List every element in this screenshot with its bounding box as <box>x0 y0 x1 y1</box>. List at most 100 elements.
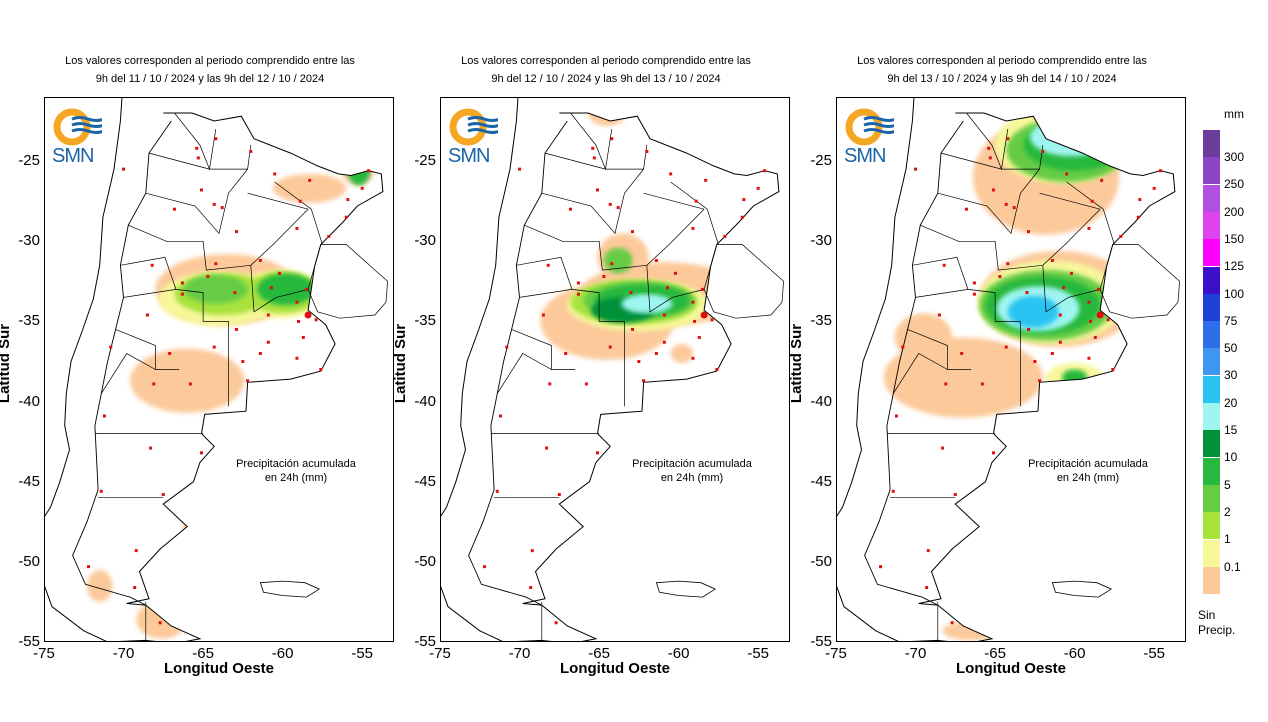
caption-line1: Precipitación acumulada <box>236 458 356 470</box>
y-axis-label: Latitud Sur <box>788 323 806 404</box>
station-marker <box>266 313 270 317</box>
precip-map <box>836 97 1180 642</box>
station-marker <box>1025 291 1029 295</box>
station-marker <box>554 621 558 625</box>
y-axis-label: Latitud Sur <box>392 323 410 404</box>
legend-color-swatch <box>1203 512 1220 540</box>
station-marker <box>214 262 218 266</box>
station-marker <box>926 549 930 553</box>
station-marker <box>1065 172 1069 176</box>
station-marker <box>642 379 646 383</box>
smn-logo-text: SMN <box>448 145 490 167</box>
map-panel-1: Los valores corresponden al periodo comp… <box>0 0 400 722</box>
province-border <box>912 256 1021 407</box>
smn-logo-icon <box>845 108 897 146</box>
precip-area <box>894 313 953 362</box>
station-marker <box>654 259 658 262</box>
precip-caption: Precipitación acumulada en 24h (mm) <box>226 457 366 485</box>
smn-logo-text: SMN <box>52 145 94 167</box>
station-marker <box>1062 286 1065 290</box>
station-marker <box>1038 379 1042 383</box>
station-marker <box>1027 327 1030 331</box>
station-marker <box>894 414 898 418</box>
station-marker <box>546 263 550 267</box>
station-marker <box>691 300 695 304</box>
precip-map <box>440 97 784 642</box>
legend-color-swatch <box>1203 403 1220 430</box>
malvinas-island <box>655 580 717 598</box>
station-marker <box>1087 356 1091 360</box>
station-marker <box>150 263 154 267</box>
station-marker <box>1050 259 1054 262</box>
province-border <box>123 289 177 298</box>
province-border <box>915 289 969 298</box>
panel-title-line2: 9h del 11 / 10 / 2024 y las 9h del 12 / … <box>95 73 325 85</box>
precip-caption: Precipitación acumulada en 24h (mm) <box>1018 457 1158 485</box>
province-border <box>128 208 309 271</box>
x-axis-label: Longitud Oeste <box>164 660 274 677</box>
station-marker <box>891 489 895 493</box>
station-marker <box>297 319 301 323</box>
legend-color-swatch <box>1203 539 1220 567</box>
legend-level-label: 200 <box>1224 204 1245 219</box>
station-marker <box>972 292 976 296</box>
station-marker <box>200 188 203 192</box>
station-marker <box>666 286 669 290</box>
station-marker <box>1004 202 1008 206</box>
legend-no-precip-line2: Precip. <box>1198 623 1236 637</box>
station-marker <box>180 292 184 296</box>
station-marker <box>498 414 502 418</box>
legend-color-swatch <box>1203 457 1220 485</box>
station-marker <box>654 351 658 355</box>
station-marker <box>637 359 641 363</box>
station-marker <box>235 327 238 331</box>
precip-area <box>86 569 113 602</box>
station-marker <box>212 202 216 206</box>
map-plot-area: SMN Precipitación acumulada en 24h (mm) <box>44 97 394 642</box>
caption-line2: en 24h (mm) <box>1056 472 1120 484</box>
legend-no-precip-label: Sin Precip. <box>1198 608 1235 638</box>
station-marker <box>925 586 929 589</box>
legend-color-swatch <box>1203 430 1220 458</box>
map-panel-2: Los valores corresponden al periodo comp… <box>392 0 796 722</box>
station-marker <box>233 291 237 295</box>
province-border <box>541 168 644 235</box>
andes-border <box>468 120 568 606</box>
station-marker <box>301 335 305 339</box>
station-marker <box>1004 345 1008 349</box>
station-marker <box>158 621 162 625</box>
station-marker <box>631 327 634 331</box>
legend-color-swatch <box>1203 321 1220 349</box>
coastline <box>440 97 780 642</box>
legend-level-label: 150 <box>1224 231 1245 246</box>
station-marker <box>602 275 606 279</box>
station-marker <box>1097 287 1100 291</box>
y-tick-label: -30 <box>414 232 436 250</box>
station-marker <box>122 167 126 171</box>
station-marker <box>608 202 612 206</box>
station-marker <box>344 215 348 219</box>
x-tick-label: -65 <box>984 645 1006 662</box>
station-marker <box>701 287 704 291</box>
y-axis-label: Latitud Sur <box>0 323 14 404</box>
panel-title-line2: 9h del 12 / 10 / 2024 y las 9h del 13 / … <box>491 73 721 85</box>
legend-color-swatch <box>1203 211 1220 239</box>
province-border <box>907 329 972 370</box>
station-marker <box>742 198 746 202</box>
y-tick-label: -35 <box>810 312 832 330</box>
station-marker <box>980 382 984 386</box>
station-marker <box>1012 206 1016 210</box>
station-marker <box>697 335 701 339</box>
station-marker <box>715 368 719 371</box>
coastline <box>836 97 1176 642</box>
precip-area <box>670 343 693 364</box>
station-marker <box>941 446 945 450</box>
station-marker <box>691 356 695 360</box>
legend-level-label: 125 <box>1224 259 1245 274</box>
legend-level-label: 2 <box>1224 504 1231 519</box>
precip-field <box>86 149 375 639</box>
y-tick-label: -25 <box>18 152 40 170</box>
station-marker <box>944 382 948 386</box>
y-tick-label: -30 <box>18 232 40 250</box>
x-tick-label: -55 <box>1143 645 1166 662</box>
